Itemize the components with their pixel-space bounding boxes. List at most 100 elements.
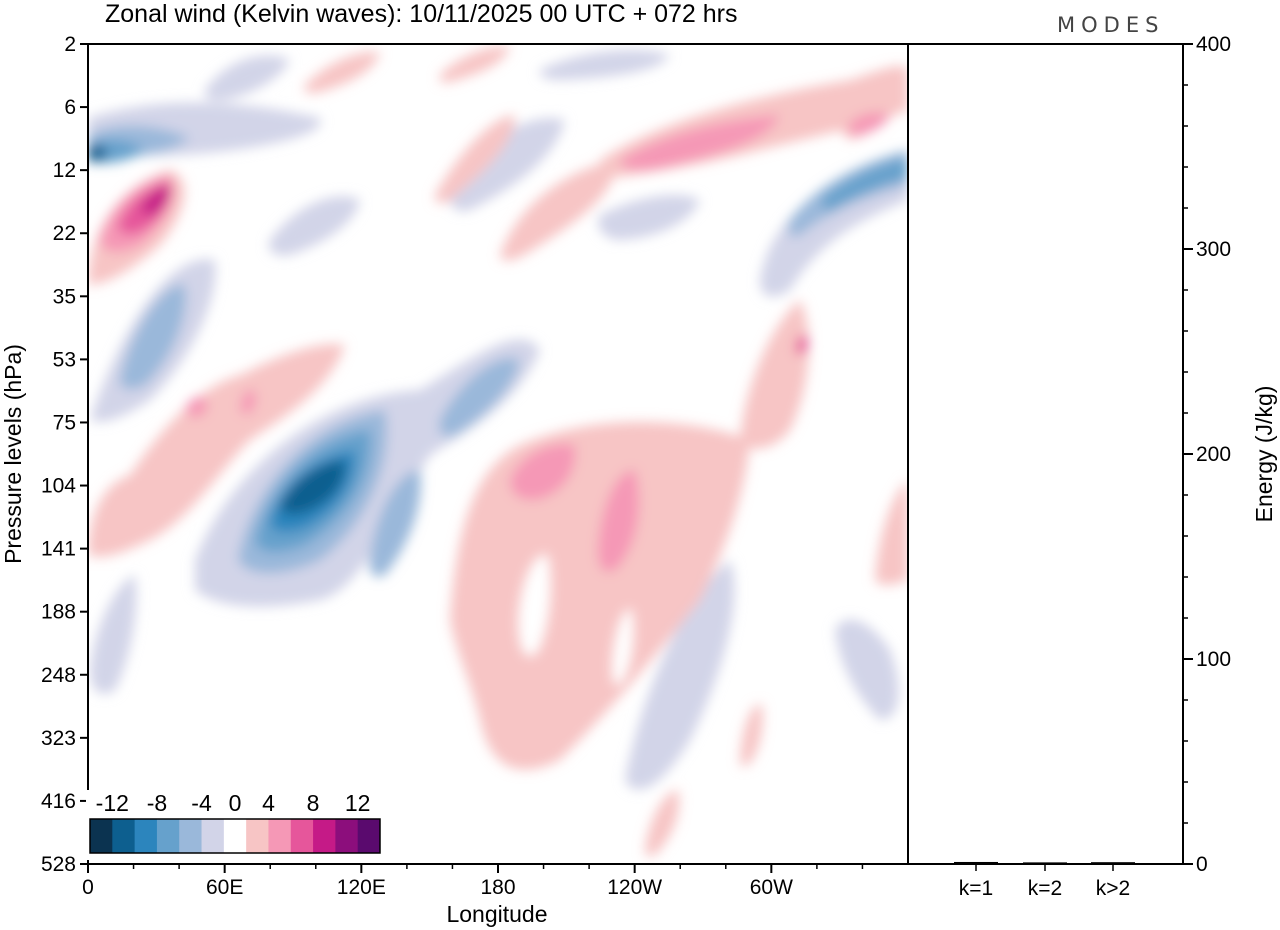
neg-region: [204, 55, 290, 101]
y-tick-label: 416: [41, 790, 76, 813]
y-tick-label: 528: [41, 853, 76, 876]
y-tick-label: 141: [41, 538, 76, 561]
y-tick-label: 188: [41, 601, 76, 624]
pos-region: [450, 421, 750, 770]
neg-region: [539, 50, 670, 80]
x-tick-label: 60E: [206, 876, 243, 899]
colorbar-labels: -12 -8 -4 0 4 8 12: [96, 790, 371, 816]
colorbar-swatch: [134, 819, 158, 853]
colorbar-label: -4: [191, 790, 212, 816]
y-axis-title: Pressure levels (hPa): [0, 344, 26, 564]
colorbar-label: 4: [262, 790, 275, 816]
y-tick-label: 53: [53, 348, 76, 371]
energy-panel-frame: [907, 43, 1184, 865]
energy-tick-label: 0: [1196, 853, 1208, 876]
neg-region-strong: [439, 358, 520, 437]
energy-category-labels: k=1 k=2 k>2: [959, 864, 1130, 900]
pos-region: [500, 160, 616, 261]
colorbar-label: 0: [229, 790, 242, 816]
colorbar-swatch: [156, 819, 180, 853]
neg-region: [268, 196, 360, 256]
pos-region: [875, 480, 908, 585]
colorbar-frame: [89, 818, 381, 854]
colorbar-swatch: [201, 819, 225, 853]
neg-region: [835, 619, 899, 720]
y-tick-label: 6: [64, 96, 76, 119]
y-tick-label: 104: [41, 475, 76, 498]
colorbar-swatch: [246, 819, 269, 853]
energy-tick-label: 100: [1196, 648, 1231, 671]
y-tick-label: 75: [53, 411, 76, 434]
y-axis-ticks: 2 6 12 22 35 53 75 104 141 188 248 323 416 528: [41, 33, 88, 876]
colorbar-swatch: [223, 819, 247, 853]
colorbar-swatch: [179, 819, 203, 853]
colorbar-label: -8: [147, 790, 167, 816]
colorbar-swatch: [112, 819, 136, 853]
pos-region: [88, 344, 345, 557]
energy-tick-label: 400: [1196, 33, 1231, 56]
pos-region: [645, 790, 680, 857]
x-tick-label: 180: [480, 876, 515, 899]
pos-region-strong: [795, 334, 808, 355]
energy-bar: [1023, 862, 1067, 865]
energy-bars: [954, 861, 1135, 865]
neg-region-strong: [88, 144, 108, 162]
pos-region-strong: [620, 115, 780, 170]
energy-category-label: k=2: [1028, 877, 1062, 900]
x-axis-title: Longitude: [446, 901, 547, 927]
pos-region: [740, 704, 763, 767]
energy-axis-title: Energy (J/kg): [1251, 386, 1277, 523]
colorbar: [86, 790, 384, 860]
pos-region: [740, 300, 809, 449]
energy-tick-label: 300: [1196, 238, 1231, 261]
contour-layer: [88, 45, 908, 857]
neg-region: [90, 575, 137, 694]
y-tick-label: 35: [53, 285, 76, 308]
pos-region: [304, 51, 380, 94]
energy-axis-ticks: 0 100 200 300 400: [1183, 33, 1231, 876]
pos-region-strong: [598, 470, 639, 572]
y-tick-label: 12: [53, 159, 76, 182]
zero-hole: [611, 609, 634, 686]
zero-holes: [518, 554, 634, 686]
colorbar-swatch: [313, 819, 336, 853]
pos-region-strong: [185, 396, 208, 418]
energy-bar: [954, 861, 998, 864]
x-tick-label: 60W: [750, 876, 793, 899]
pos-region-strong: [240, 390, 256, 415]
x-tick-label: 120E: [337, 876, 386, 899]
colorbar-label: 8: [307, 790, 320, 816]
energy-tick-label: 200: [1196, 443, 1231, 466]
neg-region-strong: [820, 158, 908, 212]
y-tick-label: 323: [41, 727, 76, 750]
pos-region-strong: [510, 444, 576, 500]
x-axis-ticks: 0 60E 120E 180 120W 60W: [82, 864, 864, 899]
y-tick-label: 2: [64, 33, 76, 56]
neg-region: [449, 118, 565, 212]
energy-category-label: k=1: [959, 877, 993, 900]
neg-region-strong: [120, 284, 186, 390]
x-tick-label: 0: [82, 876, 94, 899]
energy-bar: [1091, 862, 1135, 865]
pos-region: [434, 115, 515, 204]
chart-title: Zonal wind (Kelvin waves): 10/11/2025 00…: [105, 0, 738, 28]
pos-region-strong: [140, 185, 171, 216]
y-tick-label: 22: [53, 222, 76, 245]
colorbar-swatch: [90, 819, 113, 853]
neg-region: [598, 195, 700, 240]
colorbar-swatch: [268, 819, 292, 853]
colorbar-swatch: [357, 819, 381, 853]
y-tick-label: 248: [41, 664, 76, 687]
zero-hole: [518, 554, 551, 657]
pos-region-strong: [848, 112, 890, 136]
colorbar-label: -12: [96, 790, 129, 816]
pos-region: [439, 45, 510, 83]
colorbar-swatch: [335, 819, 359, 853]
energy-category-label: k>2: [1096, 877, 1130, 900]
neg-region-strong: [369, 470, 421, 577]
colorbar-label: 12: [345, 790, 371, 816]
colorbar-swatch: [290, 819, 314, 853]
neg-region: [625, 560, 735, 790]
contour-field: [88, 45, 908, 857]
